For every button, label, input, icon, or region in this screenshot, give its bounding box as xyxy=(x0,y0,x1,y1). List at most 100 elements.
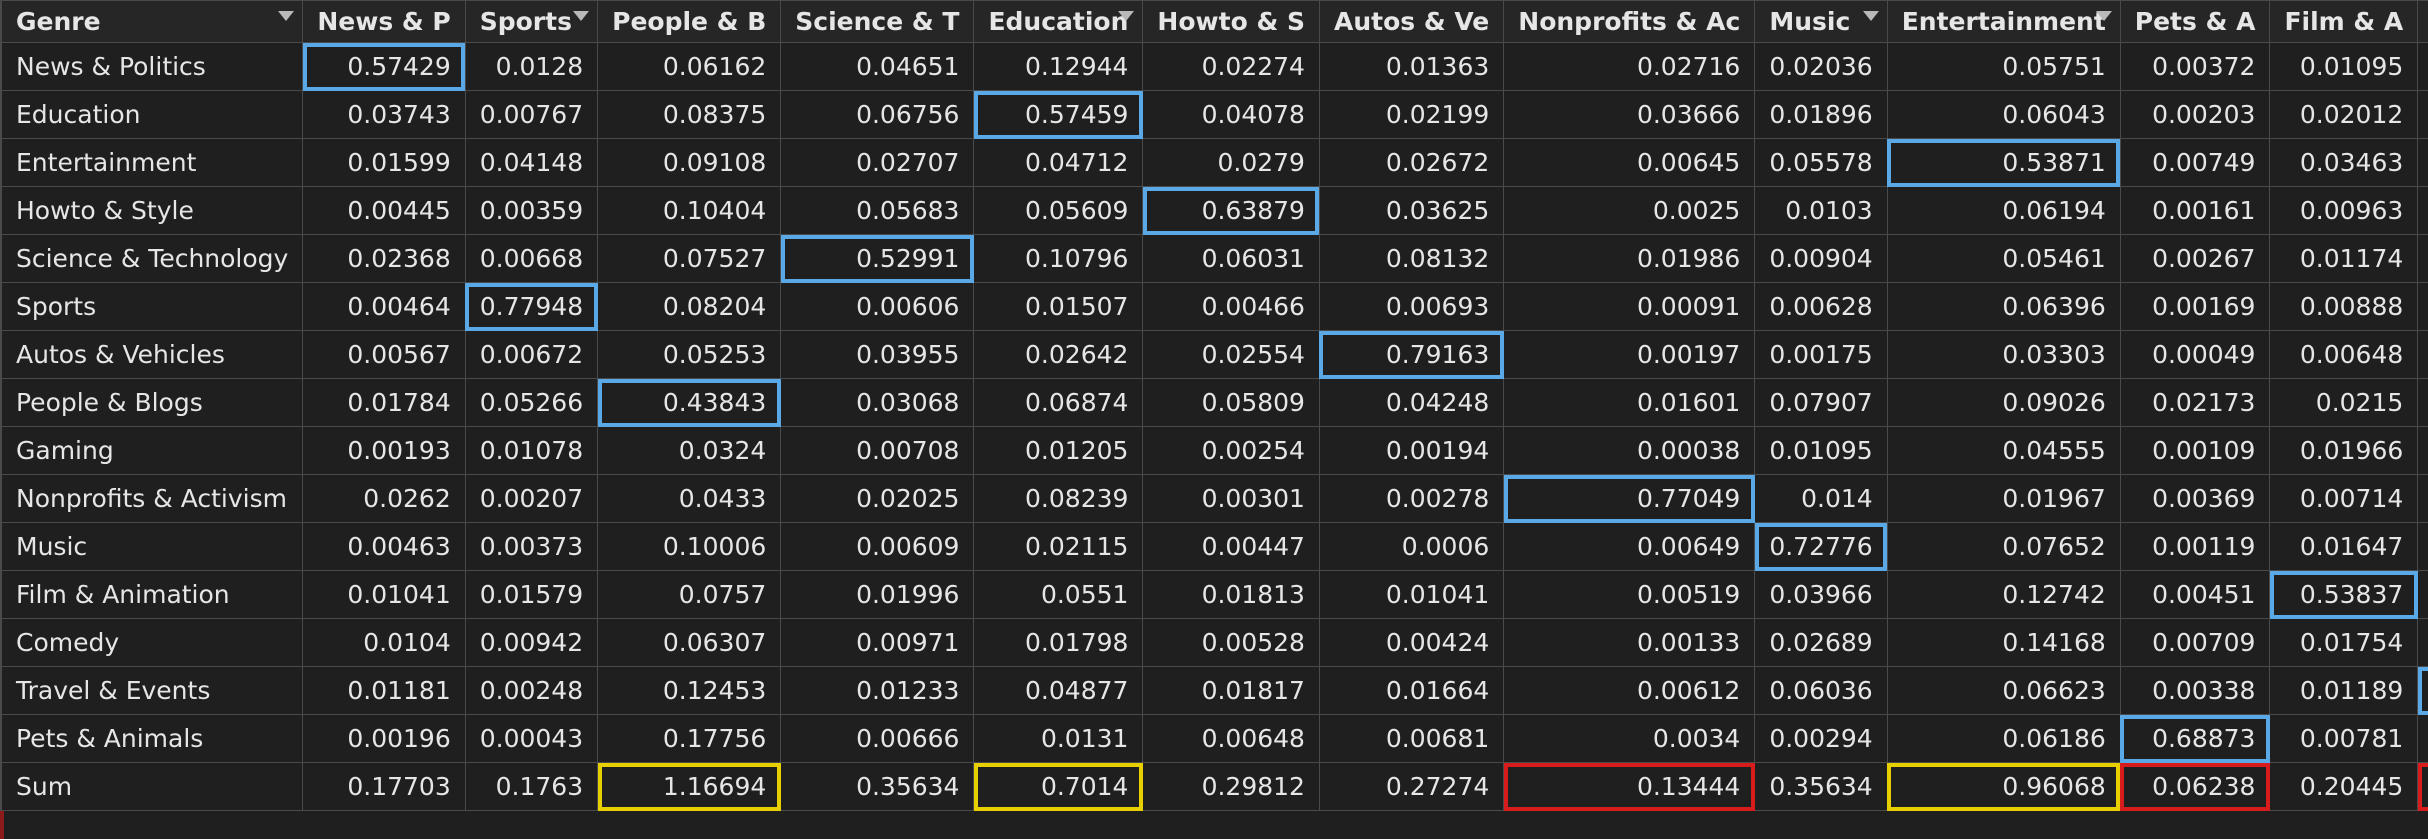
value-cell[interactable]: 0.0006 xyxy=(1318,522,1505,571)
value-cell[interactable]: 0.00203 xyxy=(2119,90,2271,139)
value-cell[interactable]: 0.57429 xyxy=(302,42,466,91)
value-cell[interactable]: 0.00049 xyxy=(2119,330,2271,379)
column-header-4[interactable]: Science & T xyxy=(780,0,975,43)
value-cell[interactable]: 0.68873 xyxy=(2119,714,2271,763)
genre-cell[interactable]: Music xyxy=(0,522,304,571)
value-cell[interactable]: 0.52991 xyxy=(780,234,975,283)
value-cell[interactable]: 0.05683 xyxy=(780,186,975,235)
value-cell[interactable]: 0.08204 xyxy=(597,282,782,331)
value-cell[interactable]: 0.12944 xyxy=(973,42,1144,91)
genre-cell[interactable]: Entertainment xyxy=(0,138,304,187)
value-cell[interactable]: 0.53871 xyxy=(1886,138,2121,187)
value-cell[interactable]: 0.00109 xyxy=(2119,426,2271,475)
value-cell[interactable]: 0.0215 xyxy=(2269,378,2419,427)
value-cell[interactable]: 0.06874 xyxy=(973,378,1144,427)
value-cell[interactable]: 0.00666 xyxy=(780,714,975,763)
value-cell[interactable]: 0.1763 xyxy=(464,762,599,811)
value-cell[interactable]: 0.01189 xyxy=(2269,666,2419,715)
value-cell[interactable]: 0.00338 xyxy=(2119,666,2271,715)
column-header-3[interactable]: People & B xyxy=(597,0,782,43)
value-cell[interactable]: 0.06036 xyxy=(1754,666,1888,715)
value-cell[interactable]: 0.00942 xyxy=(464,618,599,667)
value-cell[interactable]: 0.014 xyxy=(1754,474,1888,523)
value-cell[interactable]: 0.00606 xyxy=(780,282,975,331)
value-cell[interactable]: 0.0103 xyxy=(1754,186,1888,235)
filter-dropdown-icon[interactable] xyxy=(1862,11,1879,21)
value-cell[interactable]: 0.12742 xyxy=(1886,570,2121,619)
value-cell[interactable]: 0.01817 xyxy=(1142,666,1320,715)
value-cell[interactable]: 0.00749 xyxy=(2119,138,2271,187)
value-cell[interactable]: 0.05609 xyxy=(973,186,1144,235)
value-cell[interactable]: 0.00648 xyxy=(2269,330,2419,379)
value-cell[interactable]: 0.02025 xyxy=(780,474,975,523)
column-header-9[interactable]: Music xyxy=(1754,0,1888,43)
value-cell[interactable]: 0.61015 xyxy=(2417,666,2428,715)
value-cell[interactable]: 0.01784 xyxy=(302,378,466,427)
value-cell[interactable]: 0.09108 xyxy=(597,138,782,187)
value-cell[interactable]: 0.02309 xyxy=(2417,378,2428,427)
value-cell[interactable]: 0.27274 xyxy=(1318,762,1505,811)
value-cell[interactable]: 0.00567 xyxy=(302,330,466,379)
value-cell[interactable]: 0.00359 xyxy=(464,186,599,235)
value-cell[interactable]: 0.03955 xyxy=(780,330,975,379)
value-cell[interactable]: 0.05578 xyxy=(1754,138,1888,187)
value-cell[interactable]: 0.02689 xyxy=(1754,618,1888,667)
value-cell[interactable]: 0.05461 xyxy=(1886,234,2121,283)
value-cell[interactable]: 0.06043 xyxy=(1886,90,2121,139)
value-cell[interactable]: 0.01041 xyxy=(302,570,466,619)
value-cell[interactable]: 0.00645 xyxy=(1503,138,1756,187)
value-cell[interactable]: 0.06396 xyxy=(1886,282,2121,331)
value-cell[interactable]: 0.00197 xyxy=(1503,330,1756,379)
value-cell[interactable]: 0.02642 xyxy=(973,330,1144,379)
value-cell[interactable]: 0.01507 xyxy=(973,282,1144,331)
value-cell[interactable]: 0.06162 xyxy=(597,42,782,91)
value-cell[interactable]: 0.17703 xyxy=(302,762,466,811)
value-cell[interactable]: 0.00161 xyxy=(2119,186,2271,235)
value-cell[interactable]: 0.02173 xyxy=(2119,378,2271,427)
value-cell[interactable]: 0.04248 xyxy=(1318,378,1505,427)
value-cell[interactable]: 0.00464 xyxy=(302,282,466,331)
value-cell[interactable]: 0.06238 xyxy=(2119,762,2271,811)
genre-cell[interactable]: Film & Animation xyxy=(0,570,304,619)
value-cell[interactable]: 0.01181 xyxy=(302,666,466,715)
value-cell[interactable]: 0.00528 xyxy=(1142,618,1320,667)
value-cell[interactable]: 0.0128 xyxy=(464,42,599,91)
value-cell[interactable]: 0.00123 xyxy=(2417,618,2428,667)
value-cell[interactable]: 0.06186 xyxy=(1886,714,2121,763)
value-cell[interactable]: 0.01043 xyxy=(2417,522,2428,571)
value-cell[interactable]: 0.00827 xyxy=(2417,42,2428,91)
value-cell[interactable]: 0.01798 xyxy=(973,618,1144,667)
value-cell[interactable]: 0.0262 xyxy=(302,474,466,523)
value-cell[interactable]: 0.01233 xyxy=(780,666,975,715)
value-cell[interactable]: 0.00133 xyxy=(1503,618,1756,667)
value-cell[interactable]: 0.12453 xyxy=(597,666,782,715)
value-cell[interactable]: 0.00267 xyxy=(2119,234,2271,283)
value-cell[interactable]: 0.01967 xyxy=(1886,474,2121,523)
value-cell[interactable]: 0.00609 xyxy=(780,522,975,571)
value-cell[interactable]: 0.53837 xyxy=(2269,570,2419,619)
genre-cell[interactable]: Howto & Style xyxy=(0,186,304,235)
value-cell[interactable]: 0.00451 xyxy=(2119,570,2271,619)
value-cell[interactable]: 0.00668 xyxy=(464,234,599,283)
value-cell[interactable]: 0.00043 xyxy=(464,714,599,763)
value-cell[interactable]: 1.16694 xyxy=(597,762,782,811)
value-cell[interactable]: 0.96068 xyxy=(1886,762,2121,811)
genre-cell[interactable]: News & Politics xyxy=(0,42,304,91)
value-cell[interactable]: 0.02199 xyxy=(1318,90,1505,139)
value-cell[interactable]: 0.00708 xyxy=(780,426,975,475)
genre-cell[interactable]: Travel & Events xyxy=(0,666,304,715)
value-cell[interactable]: 0.43843 xyxy=(597,378,782,427)
column-header-8[interactable]: Nonprofits & Ac xyxy=(1503,0,1756,43)
value-cell[interactable]: 0.06031 xyxy=(1142,234,1320,283)
filter-dropdown-icon[interactable] xyxy=(2095,11,2112,21)
value-cell[interactable]: 0.00194 xyxy=(1318,426,1505,475)
value-cell[interactable]: 0.01078 xyxy=(464,426,599,475)
value-cell[interactable]: 0.00767 xyxy=(464,90,599,139)
value-cell[interactable]: 0.00038 xyxy=(1503,426,1756,475)
value-cell[interactable]: 0.02274 xyxy=(1142,42,1320,91)
value-cell[interactable]: 0.10728 xyxy=(2417,762,2428,811)
value-cell[interactable]: 0.00373 xyxy=(464,522,599,571)
value-cell[interactable]: 0.02368 xyxy=(302,234,466,283)
value-cell[interactable]: 0.02707 xyxy=(780,138,975,187)
value-cell[interactable]: 0.0034 xyxy=(1503,714,1756,763)
